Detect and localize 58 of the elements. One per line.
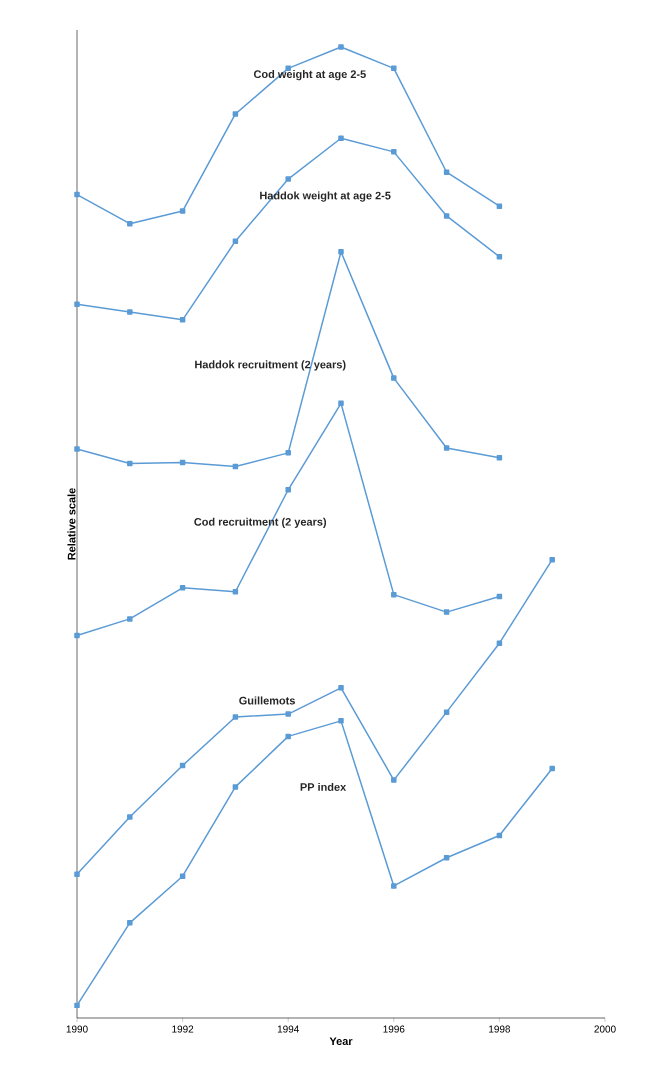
point	[338, 400, 344, 407]
point	[127, 220, 133, 227]
point	[74, 301, 80, 308]
point	[74, 871, 80, 878]
point	[391, 65, 397, 72]
point	[391, 375, 397, 381]
point	[232, 238, 239, 244]
series-label: Guillemots	[239, 696, 295, 705]
point	[285, 487, 291, 493]
point	[127, 309, 133, 315]
point	[338, 718, 344, 724]
point	[285, 733, 291, 740]
point	[443, 169, 450, 175]
point	[338, 135, 344, 142]
point	[74, 632, 80, 639]
point	[285, 711, 291, 717]
point	[127, 460, 133, 467]
x-tick-label: 1992	[172, 1025, 194, 1033]
x-tick-label: 1998	[489, 1025, 511, 1033]
point	[443, 855, 450, 861]
point	[74, 446, 80, 452]
point	[74, 1002, 80, 1009]
point	[496, 203, 503, 209]
point	[391, 149, 397, 155]
series-label: PP index	[300, 782, 347, 791]
x-tick-label: 1996	[383, 1025, 405, 1033]
point	[285, 176, 291, 182]
point	[179, 317, 186, 323]
point	[443, 709, 450, 715]
point	[232, 784, 239, 790]
x-tick-label: 2000	[594, 1025, 616, 1033]
x-tick-label: 1994	[277, 1025, 299, 1033]
point	[127, 920, 133, 926]
point	[232, 714, 239, 720]
point	[338, 685, 344, 691]
point	[443, 213, 450, 219]
point	[232, 111, 239, 117]
point	[549, 765, 555, 772]
point	[443, 445, 450, 451]
point	[179, 873, 186, 879]
point	[391, 591, 397, 598]
point	[179, 585, 186, 591]
point	[391, 777, 397, 783]
text: Haddok recruitment (2 years)	[195, 360, 346, 371]
point	[74, 191, 80, 198]
point	[338, 44, 344, 50]
point	[496, 640, 503, 646]
y-axis-title: Relative scale	[67, 488, 76, 560]
point	[391, 883, 397, 889]
point	[338, 249, 344, 255]
point	[549, 556, 555, 563]
x-tick-label: 1990	[66, 1025, 88, 1033]
point	[179, 208, 186, 214]
point	[443, 609, 450, 615]
point	[285, 450, 291, 456]
x-axis-title: Year	[329, 1037, 353, 1046]
point	[127, 616, 133, 622]
point	[127, 814, 133, 820]
